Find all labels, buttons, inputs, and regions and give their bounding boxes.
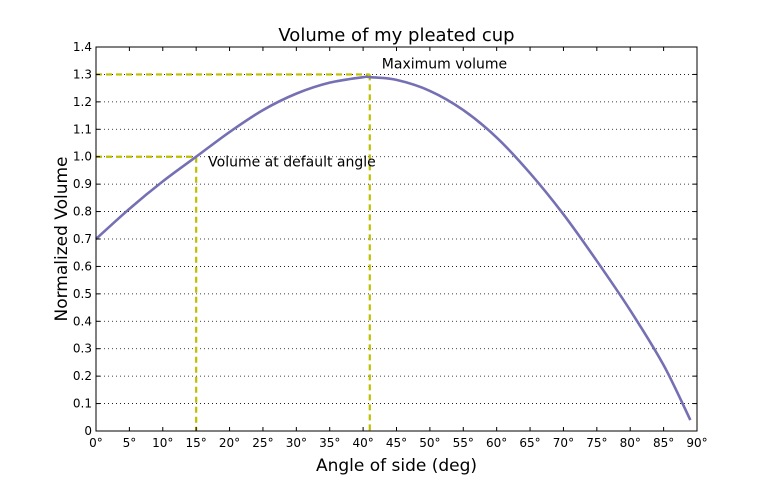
x-tick-label: 0° <box>89 436 103 450</box>
x-tick-label: 85° <box>653 436 674 450</box>
chart-title: Volume of my pleated cup <box>278 25 514 46</box>
series-layer <box>95 75 692 421</box>
x-tick-label: 20° <box>219 436 240 450</box>
x-tick-label: 45° <box>386 436 407 450</box>
y-tick-label: 0.6 <box>73 259 92 273</box>
y-tick-label: 0.1 <box>73 397 92 411</box>
x-tick-label: 60° <box>486 436 507 450</box>
annotation-label: Maximum volume <box>382 56 507 72</box>
y-tick-label: 0.3 <box>73 342 92 356</box>
y-tick-label: 0 <box>84 424 92 438</box>
y-tick-label: 0.7 <box>73 232 92 246</box>
x-tick-label: 70° <box>553 436 574 450</box>
annotation-label: Volume at default angle <box>208 155 376 171</box>
x-tick-label: 40° <box>352 436 373 450</box>
y-tick-label: 1.4 <box>73 40 92 54</box>
x-tick-label: 65° <box>519 436 540 450</box>
x-tick-label: 5° <box>123 436 137 450</box>
x-tick-label: 75° <box>586 436 607 450</box>
grid-lines <box>96 74 697 404</box>
x-tick-label: 15° <box>186 436 207 450</box>
y-tick-label: 1.2 <box>73 95 92 109</box>
annotation-labels: Volume at default angle Maximum volume <box>208 56 507 170</box>
y-axis-label: Normalized Volume <box>52 156 72 321</box>
y-tick-label: 0.8 <box>73 205 92 219</box>
y-tick-label: 1.1 <box>73 122 92 136</box>
y-tick-label: 0.9 <box>73 177 92 191</box>
y-tick-label: 1.0 <box>73 150 92 164</box>
y-tick-label: 1.3 <box>73 67 92 81</box>
axis-ticks: 0 0.1 0.2 0.3 0.4 0.5 0.6 0.7 0.8 0.9 1.0 1.1 1.2 1.3… <box>73 40 708 450</box>
x-tick-label: 30° <box>286 436 307 450</box>
series-line <box>95 75 692 421</box>
x-tick-label: 90° <box>686 436 707 450</box>
y-tick-label: 0.2 <box>73 369 92 383</box>
x-tick-label: 25° <box>252 436 273 450</box>
y-tick-label: 0.5 <box>73 287 92 301</box>
x-tick-label: 80° <box>620 436 641 450</box>
x-tick-label: 10° <box>152 436 173 450</box>
x-tick-label: 50° <box>419 436 440 450</box>
y-tick-label: 0.4 <box>73 314 92 328</box>
x-tick-label: 55° <box>453 436 474 450</box>
x-axis-label: Angle of side (deg) <box>316 456 477 476</box>
x-tick-label: 35° <box>319 436 340 450</box>
annotation-guides <box>96 73 371 431</box>
